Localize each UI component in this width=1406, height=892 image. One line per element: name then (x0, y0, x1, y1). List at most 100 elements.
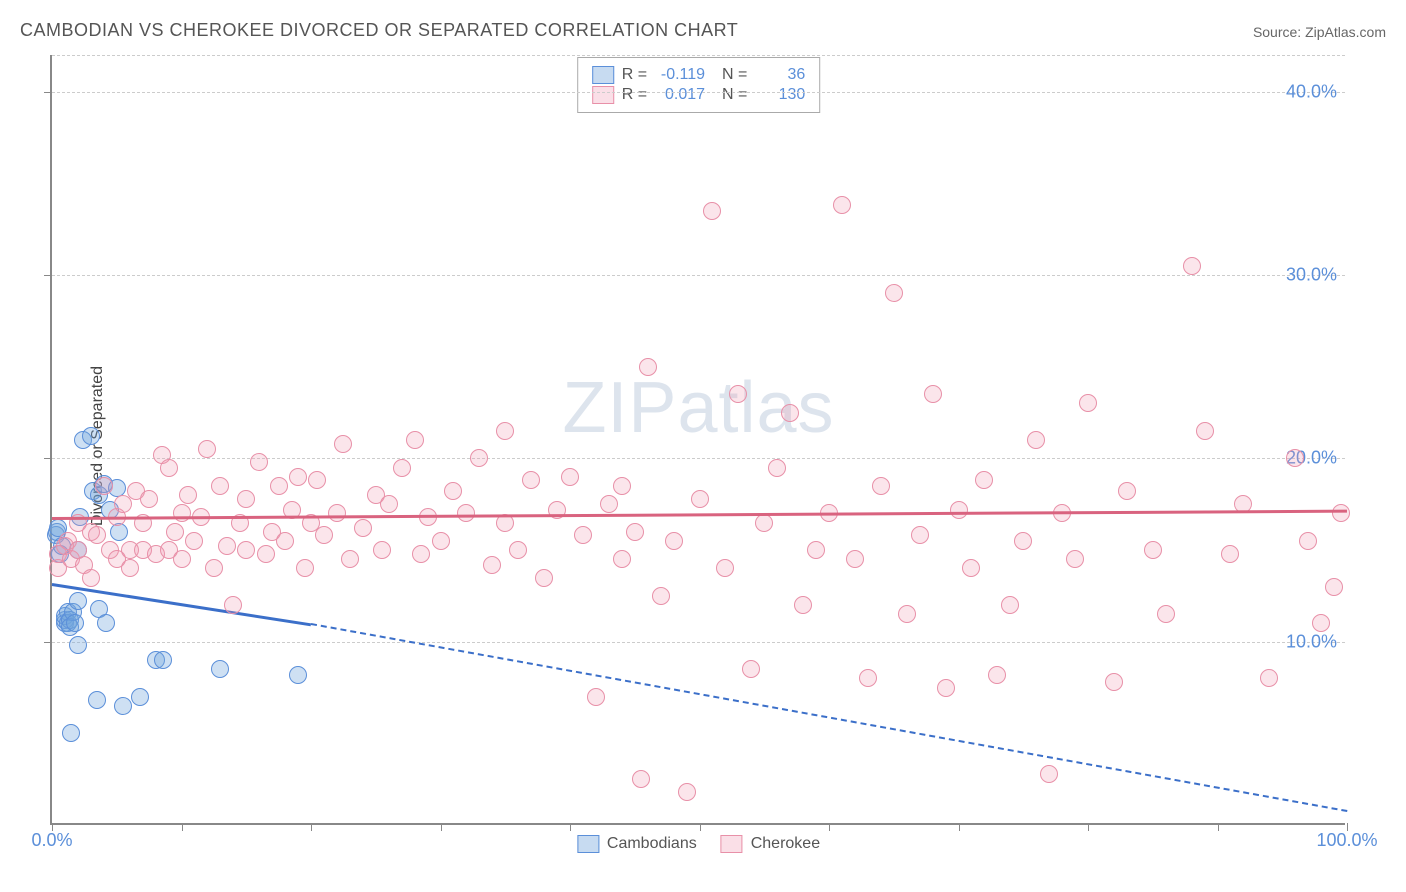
data-point (457, 504, 475, 522)
data-point (470, 449, 488, 467)
stat-r-val-1: 0.017 (655, 86, 705, 104)
data-point (639, 358, 657, 376)
data-point (962, 559, 980, 577)
data-point (781, 404, 799, 422)
data-point (432, 532, 450, 550)
data-point (1144, 541, 1162, 559)
data-point (444, 482, 462, 500)
x-tick (311, 823, 312, 831)
gridline (52, 458, 1345, 459)
data-point (380, 495, 398, 513)
legend-item-cambodians: Cambodians (577, 835, 697, 853)
data-point (69, 592, 87, 610)
data-point (270, 477, 288, 495)
data-point (613, 550, 631, 568)
data-point (561, 468, 579, 486)
x-tick-label: 0.0% (31, 830, 72, 851)
data-point (218, 537, 236, 555)
x-tick (182, 823, 183, 831)
chart-container: CAMBODIAN VS CHEROKEE DIVORCED OR SEPARA… (0, 0, 1406, 892)
data-point (1221, 545, 1239, 563)
data-point (211, 477, 229, 495)
y-tick (44, 92, 52, 93)
data-point (522, 471, 540, 489)
data-point (703, 202, 721, 220)
data-point (1325, 578, 1343, 596)
x-tick (700, 823, 701, 831)
data-point (179, 486, 197, 504)
data-point (296, 559, 314, 577)
stats-legend-box: R = -0.119 N = 36 R = 0.017 N = 130 (577, 57, 821, 113)
stats-row-cherokee: R = 0.017 N = 130 (592, 86, 806, 104)
trend-line-dashed (311, 623, 1347, 812)
x-tick (959, 823, 960, 831)
data-point (237, 541, 255, 559)
data-point (315, 526, 333, 544)
x-tick (1088, 823, 1089, 831)
stat-n-val-0: 36 (755, 66, 805, 84)
y-tick-label: 10.0% (1286, 631, 1337, 652)
source-label: Source: (1253, 24, 1301, 40)
data-point (794, 596, 812, 614)
data-point (1014, 532, 1032, 550)
data-point (846, 550, 864, 568)
data-point (1001, 596, 1019, 614)
data-point (898, 605, 916, 623)
data-point (154, 651, 172, 669)
data-point (173, 504, 191, 522)
data-point (1286, 449, 1304, 467)
data-point (66, 614, 84, 632)
legend-label-0: Cambodians (607, 835, 697, 853)
gridline (52, 55, 1345, 56)
data-point (1299, 532, 1317, 550)
data-point (173, 550, 191, 568)
data-point (742, 660, 760, 678)
source-credit: Source: ZipAtlas.com (1253, 24, 1386, 40)
gridline (52, 92, 1345, 93)
data-point (1118, 482, 1136, 500)
data-point (121, 559, 139, 577)
x-tick (570, 823, 571, 831)
swatch-pink-icon (592, 86, 614, 104)
legend-swatch-blue-icon (577, 835, 599, 853)
data-point (341, 550, 359, 568)
data-point (140, 490, 158, 508)
y-tick (44, 275, 52, 276)
data-point (198, 440, 216, 458)
data-point (483, 556, 501, 574)
data-point (276, 532, 294, 550)
y-tick (44, 458, 52, 459)
data-point (975, 471, 993, 489)
data-point (574, 526, 592, 544)
data-point (632, 770, 650, 788)
data-point (587, 688, 605, 706)
data-point (82, 569, 100, 587)
data-point (807, 541, 825, 559)
data-point (496, 422, 514, 440)
gridline (52, 642, 1345, 643)
x-tick (829, 823, 830, 831)
data-point (166, 523, 184, 541)
data-point (354, 519, 372, 537)
stats-row-cambodians: R = -0.119 N = 36 (592, 66, 806, 84)
legend-label-1: Cherokee (751, 835, 820, 853)
data-point (160, 459, 178, 477)
data-point (289, 666, 307, 684)
data-point (1332, 504, 1350, 522)
swatch-blue-icon (592, 66, 614, 84)
data-point (250, 453, 268, 471)
data-point (211, 660, 229, 678)
data-point (82, 427, 100, 445)
data-point (755, 514, 773, 532)
data-point (1312, 614, 1330, 632)
data-point (1027, 431, 1045, 449)
stat-r-val-0: -0.119 (655, 66, 705, 84)
data-point (716, 559, 734, 577)
data-point (1260, 669, 1278, 687)
data-point (665, 532, 683, 550)
data-point (950, 501, 968, 519)
y-tick (44, 642, 52, 643)
data-point (237, 490, 255, 508)
bottom-legend: Cambodians Cherokee (577, 835, 820, 853)
data-point (988, 666, 1006, 684)
